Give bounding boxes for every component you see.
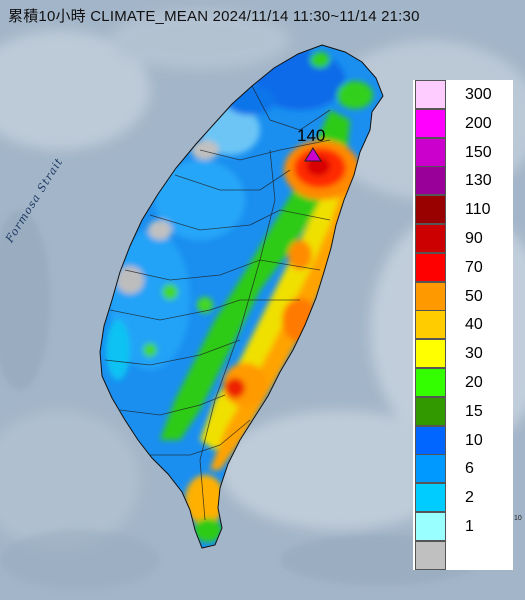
legend-swatch xyxy=(415,195,446,225)
corner-mark: 10 xyxy=(514,515,522,522)
legend-swatch xyxy=(415,540,446,570)
legend-label: 1 xyxy=(465,518,474,535)
legend-label: 2 xyxy=(465,489,474,507)
legend-label: 90 xyxy=(465,230,483,247)
legend-label: 40 xyxy=(465,316,483,334)
legend-swatch xyxy=(415,483,446,513)
triangle-marker-icon xyxy=(304,147,322,162)
legend-label: 15 xyxy=(465,402,483,420)
map-title: 累積10小時 CLIMATE_MEAN 2024/11/14 11:30~11/… xyxy=(8,8,420,25)
max-rainfall-label: 140 xyxy=(297,126,326,145)
legend-label: 110 xyxy=(465,201,491,219)
legend-swatch xyxy=(415,80,446,109)
legend-swatch xyxy=(415,137,446,167)
legend-label: 50 xyxy=(465,287,483,305)
legend-swatch xyxy=(415,425,446,455)
legend-label: 130 xyxy=(465,172,492,190)
legend-label: 10 xyxy=(465,431,483,449)
legend-label: 20 xyxy=(465,374,483,391)
legend-swatch xyxy=(415,454,446,484)
legend-swatch xyxy=(415,396,446,426)
legend-swatch xyxy=(415,166,446,196)
legend-swatch xyxy=(415,281,446,311)
legend-swatch xyxy=(415,108,446,138)
legend-label: 200 xyxy=(465,114,492,132)
legend-swatch xyxy=(415,339,446,369)
legend-swatch xyxy=(415,252,446,282)
legend-swatch xyxy=(415,368,446,397)
legend-swatch xyxy=(415,512,446,541)
legend-label: 30 xyxy=(465,345,483,363)
legend-label: 6 xyxy=(465,460,474,478)
legend-label: 150 xyxy=(465,143,492,161)
legend-swatch xyxy=(415,310,446,340)
legend-label: 300 xyxy=(465,86,492,103)
legend: 300 200 150 130 110 90 70 50 40 30 20 15 10 6 2 1 xyxy=(413,80,513,570)
legend-label: 70 xyxy=(465,258,483,276)
legend-swatch xyxy=(415,224,446,253)
